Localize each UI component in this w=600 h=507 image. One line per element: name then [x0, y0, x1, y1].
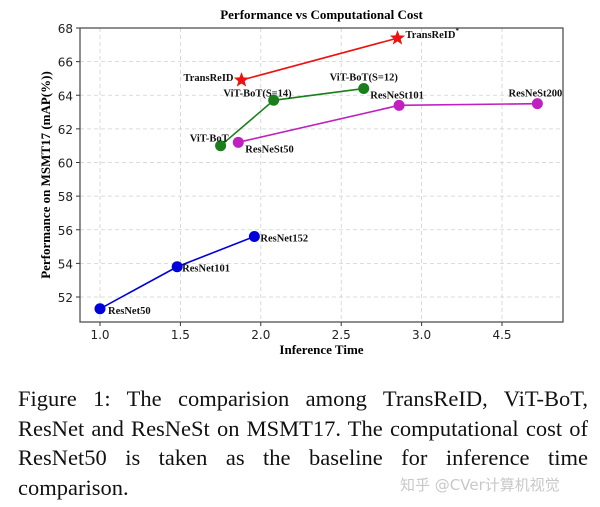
data-label: ResNet50 — [108, 306, 151, 317]
y-tick-label: 60 — [58, 157, 73, 171]
data-point — [531, 98, 543, 110]
figure-caption: Figure 1: The comparision among TransReI… — [18, 386, 588, 500]
chart-title: Performance vs Computational Cost — [220, 7, 423, 22]
data-point — [94, 303, 106, 315]
data-point — [268, 94, 280, 106]
data-point-star — [389, 30, 406, 45]
data-point — [248, 230, 260, 242]
data-label: ResNet152 — [260, 233, 308, 244]
series-line — [238, 102, 538, 144]
data-point — [358, 83, 370, 95]
data-label: TransReID — [184, 73, 234, 84]
x-axis-label: Inference Time — [279, 342, 363, 357]
x-tick-label: 4.5 — [492, 328, 511, 342]
data-point — [215, 140, 227, 152]
data-label: ViT-BoT — [190, 134, 229, 145]
y-tick-label: 58 — [58, 190, 73, 204]
data-label: ResNeSt200 — [509, 89, 563, 100]
data-label: ResNet101 — [182, 264, 230, 275]
y-axis-label: Performance on MSMT17 (mAP(%)) — [38, 71, 53, 279]
data-label: ResNeSt50 — [245, 144, 293, 155]
x-tick-label: 2.0 — [251, 328, 270, 342]
data-label: ViT-BoT(S=14) — [223, 88, 292, 99]
x-tick-label: 2.5 — [332, 328, 351, 342]
y-tick-label: 52 — [58, 291, 73, 305]
series-line — [99, 235, 255, 310]
data-point — [171, 261, 183, 273]
plot-frame — [79, 27, 564, 323]
chart: 52 54 56 58 60 62 64 66 68 1.0 1.5 2.0 2.5 3.0 4.5 Perf… — [38, 7, 564, 357]
x-tick-label: 1.5 — [171, 328, 190, 342]
data-label: ViT-BoT(S=12) — [330, 73, 399, 84]
series-line — [241, 37, 398, 81]
data-point-star — [233, 72, 250, 87]
y-tick-label: 68 — [58, 22, 73, 36]
y-tick-label: 54 — [58, 257, 73, 271]
x-tick-label: 1.0 — [90, 328, 109, 342]
watermark: 知乎 @CVer计算机视觉 — [400, 476, 560, 494]
data-label: ResNeSt101 — [370, 90, 424, 101]
y-tick-label: 64 — [58, 89, 73, 103]
y-tick-label: 66 — [58, 56, 73, 70]
y-tick-label: 62 — [58, 123, 73, 137]
data-point — [393, 99, 405, 111]
data-label: TransReID* — [405, 27, 459, 41]
data-point — [232, 136, 244, 148]
y-tick-label: 56 — [58, 224, 73, 238]
x-tick-label: 3.0 — [412, 328, 431, 342]
